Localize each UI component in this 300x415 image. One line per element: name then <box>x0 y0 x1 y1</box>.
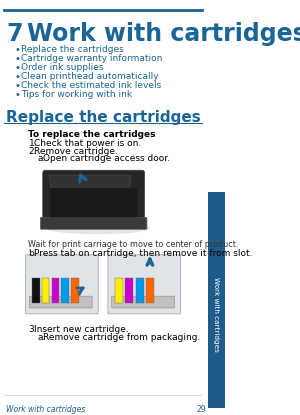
Text: •: • <box>15 81 21 91</box>
Bar <box>146 278 154 303</box>
Text: Tips for working with ink: Tips for working with ink <box>21 90 132 98</box>
FancyBboxPatch shape <box>112 296 175 308</box>
Text: Replace the cartridges: Replace the cartridges <box>21 45 124 54</box>
Bar <box>115 278 123 303</box>
Bar <box>208 192 225 408</box>
FancyArrowPatch shape <box>147 259 153 265</box>
Text: Clean printhead automatically: Clean printhead automatically <box>21 72 159 81</box>
Text: a.: a. <box>38 332 46 342</box>
Bar <box>32 278 40 303</box>
Text: •: • <box>15 72 21 82</box>
Ellipse shape <box>45 222 150 234</box>
Text: Wait for print carriage to move to center of product.: Wait for print carriage to move to cente… <box>28 240 239 249</box>
Text: 3.: 3. <box>28 325 37 334</box>
Text: To replace the cartridges: To replace the cartridges <box>28 130 156 139</box>
FancyArrowPatch shape <box>77 288 83 294</box>
Text: •: • <box>15 90 21 100</box>
FancyBboxPatch shape <box>108 255 181 314</box>
Bar <box>52 278 59 303</box>
FancyBboxPatch shape <box>26 255 98 314</box>
Text: b.: b. <box>28 249 37 258</box>
Bar <box>125 278 134 303</box>
FancyArrowPatch shape <box>80 175 86 182</box>
Text: Remove cartridge.: Remove cartridge. <box>34 146 119 156</box>
Polygon shape <box>49 175 131 190</box>
Text: •: • <box>15 45 21 55</box>
FancyBboxPatch shape <box>40 217 147 229</box>
FancyBboxPatch shape <box>29 296 92 308</box>
Bar <box>136 278 144 303</box>
Text: a.: a. <box>38 154 46 164</box>
Text: Remove cartridge from packaging.: Remove cartridge from packaging. <box>44 332 201 342</box>
Text: Work with cartridges: Work with cartridges <box>27 22 300 46</box>
Text: Order ink supplies: Order ink supplies <box>21 63 103 72</box>
Text: Work with cartridges: Work with cartridges <box>213 277 219 352</box>
Bar <box>42 278 50 303</box>
Text: Open cartridge access door.: Open cartridge access door. <box>44 154 170 164</box>
FancyBboxPatch shape <box>43 170 145 227</box>
Text: Insert new cartridge.: Insert new cartridge. <box>34 325 129 334</box>
Text: 7: 7 <box>6 22 22 46</box>
Text: 29: 29 <box>196 405 206 414</box>
Bar <box>71 278 79 303</box>
Text: Cartridge warranty information: Cartridge warranty information <box>21 54 162 63</box>
Bar <box>61 278 69 303</box>
Text: •: • <box>15 63 21 73</box>
Text: Press tab on cartridge, then remove it from slot.: Press tab on cartridge, then remove it f… <box>34 249 253 258</box>
Text: Work with cartridges: Work with cartridges <box>6 405 85 414</box>
Text: Replace the cartridges: Replace the cartridges <box>6 110 201 125</box>
Text: •: • <box>15 54 21 64</box>
FancyBboxPatch shape <box>50 188 137 217</box>
Text: 1.: 1. <box>28 139 37 148</box>
Text: Check the estimated ink levels: Check the estimated ink levels <box>21 81 161 90</box>
Text: 2.: 2. <box>28 146 37 156</box>
Text: Check that power is on.: Check that power is on. <box>34 139 142 148</box>
